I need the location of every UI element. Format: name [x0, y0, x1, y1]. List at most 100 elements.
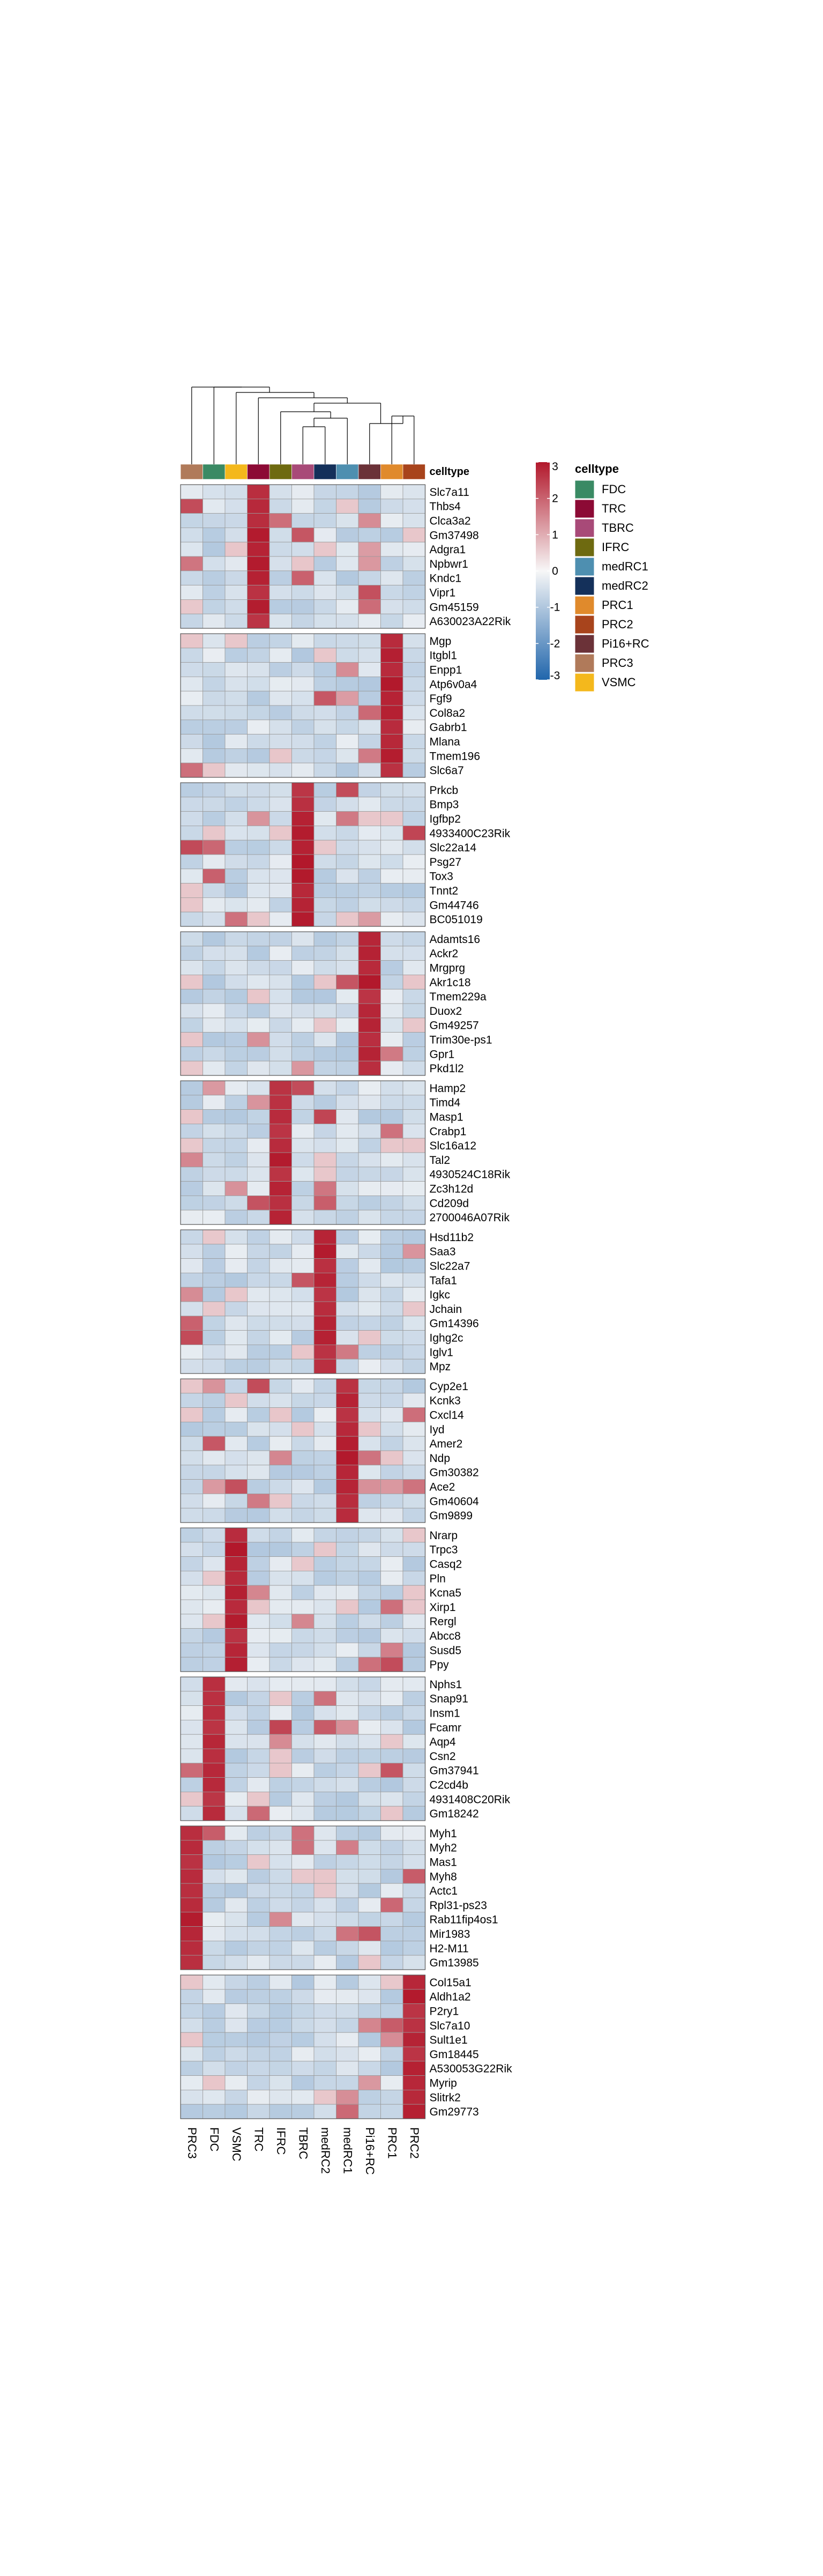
row-label-aldh1a2: Aldh1a2 — [430, 1991, 471, 2003]
heatmap-cell — [313, 1940, 336, 1956]
legend-label-medrc1: medRC1 — [602, 560, 648, 573]
heatmap-cell — [336, 1209, 359, 1225]
heatmap-cell — [313, 2003, 336, 2018]
legend-swatch-trc — [574, 499, 595, 518]
annotation-label: celltype — [430, 466, 469, 478]
heatmap-cell — [313, 883, 336, 898]
heatmap-cell — [269, 2104, 292, 2119]
heatmap-cell — [291, 1003, 315, 1019]
heatmap-cell — [402, 1763, 425, 1778]
heatmap-cell — [180, 499, 203, 514]
colorbar-tick-label: -1 — [550, 602, 560, 614]
heatmap-cell — [203, 2089, 226, 2105]
heatmap-cell — [402, 499, 425, 514]
heatmap-cell — [180, 613, 203, 629]
row-label-tmem229a: Tmem229a — [430, 991, 487, 1003]
heatmap-cell — [358, 748, 381, 763]
heatmap-cell — [269, 975, 292, 990]
heatmap-cell — [225, 2032, 248, 2047]
heatmap-cell — [402, 1734, 425, 1749]
heatmap-cell — [291, 499, 315, 514]
heatmap-cell — [336, 946, 359, 961]
heatmap-cell — [203, 1479, 226, 1494]
heatmap-cell — [247, 1421, 270, 1437]
heatmap-cell — [247, 1393, 270, 1408]
heatmap-cell — [225, 1657, 248, 1672]
heatmap-cell — [402, 1642, 425, 1658]
row-label-ppy: Ppy — [430, 1659, 450, 1671]
row-label-thbs4: Thbs4 — [430, 501, 461, 513]
heatmap-cell — [380, 1777, 403, 1792]
heatmap-cell — [203, 1095, 226, 1110]
heatmap-cell — [291, 556, 315, 571]
heatmap-cell — [336, 931, 359, 947]
heatmap-cell — [380, 1585, 403, 1600]
heatmap-cell — [269, 1407, 292, 1422]
heatmap-cell — [402, 2104, 425, 2119]
row-label-ighg2c: Ighg2c — [430, 1332, 463, 1345]
heatmap-cell — [313, 613, 336, 629]
heatmap-cell — [358, 762, 381, 778]
heatmap-cell — [291, 599, 315, 614]
heatmap-cell — [380, 1378, 403, 1394]
heatmap-cell — [380, 1095, 403, 1110]
heatmap-cell — [203, 1060, 226, 1076]
heatmap-cell — [291, 734, 315, 749]
row-label-crabp1: Crabp1 — [430, 1125, 467, 1138]
heatmap-cell — [247, 1912, 270, 1927]
heatmap-cell — [291, 1209, 315, 1225]
row-label-fgf9: Fgf9 — [430, 693, 452, 705]
heatmap-cell — [313, 1854, 336, 1869]
annotation-cell-medrc2 — [313, 464, 336, 480]
heatmap-cell — [336, 599, 359, 614]
row-label-rergl: Rergl — [430, 1616, 457, 1628]
heatmap-cell — [247, 1940, 270, 1956]
heatmap-cell — [247, 2104, 270, 2119]
column-label-medrc1: medRC1 — [341, 2127, 354, 2174]
heatmap-cell — [358, 854, 381, 870]
heatmap-cell — [291, 1032, 315, 1047]
heatmap-cell — [180, 1989, 203, 2005]
row-label-a530053g22rik: A530053G22Rik — [430, 2063, 513, 2075]
heatmap-cell — [203, 1883, 226, 1898]
heatmap-cell — [402, 748, 425, 763]
heatmap-cell — [313, 931, 336, 947]
heatmap-cell — [225, 1095, 248, 1110]
heatmap-cell — [247, 1109, 270, 1124]
heatmap-cell — [380, 662, 403, 677]
heatmap-cell — [247, 1897, 270, 1913]
row-label-4933400c23rik: 4933400C23Rik — [430, 827, 511, 840]
heatmap-cell — [402, 1195, 425, 1211]
heatmap-cell — [358, 1123, 381, 1139]
heatmap-cell — [313, 1407, 336, 1422]
heatmap-cell — [291, 854, 315, 870]
heatmap-cell — [269, 613, 292, 629]
heatmap-cell — [225, 1734, 248, 1749]
heatmap-cell — [269, 1897, 292, 1913]
heatmap-cell — [313, 1330, 336, 1345]
heatmap-cell — [291, 1570, 315, 1586]
row-group-border — [180, 633, 426, 778]
heatmap-cell — [358, 1258, 381, 1273]
heatmap-cell — [336, 1585, 359, 1600]
heatmap-cell — [291, 1556, 315, 1571]
row-group-border — [180, 1825, 426, 1970]
heatmap-cell — [358, 513, 381, 528]
heatmap-cell — [180, 1556, 203, 1571]
heatmap-cell — [358, 1642, 381, 1658]
heatmap-cell — [336, 1287, 359, 1302]
heatmap-cell — [269, 1868, 292, 1884]
heatmap-cell — [269, 599, 292, 614]
column-label-vsmc: VSMC — [230, 2127, 243, 2162]
row-label-itgbl1: Itgbl1 — [430, 650, 457, 662]
heatmap-cell — [269, 2061, 292, 2076]
heatmap-cell — [203, 1378, 226, 1394]
heatmap-cell — [225, 2075, 248, 2090]
heatmap-cell — [269, 1046, 292, 1061]
heatmap-cell — [313, 1763, 336, 1778]
heatmap-cell — [336, 762, 359, 778]
heatmap-cell — [402, 1628, 425, 1643]
heatmap-cell — [402, 677, 425, 692]
heatmap-cell — [225, 1167, 248, 1182]
heatmap-cell — [225, 1763, 248, 1778]
